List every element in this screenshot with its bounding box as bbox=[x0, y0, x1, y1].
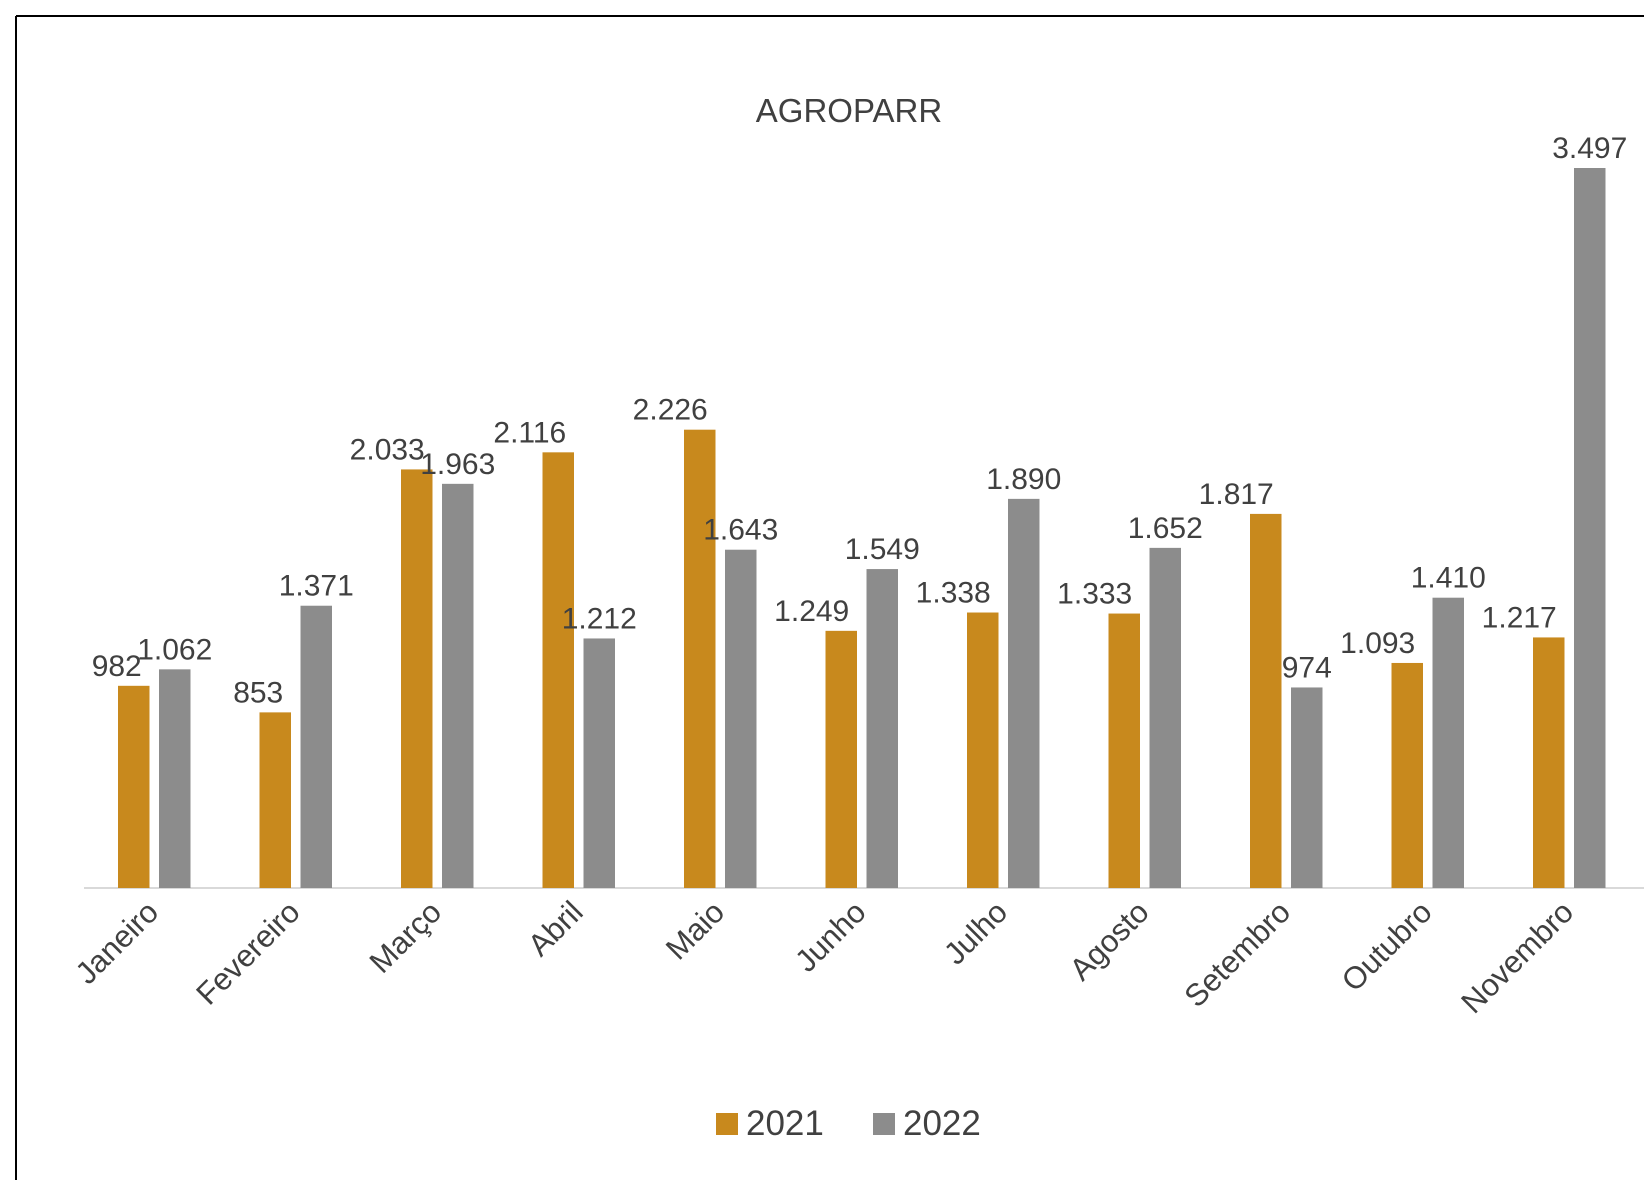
bar bbox=[1574, 168, 1606, 888]
data-label: 1.062 bbox=[137, 633, 212, 666]
x-tick-label: Junho bbox=[788, 894, 872, 978]
bar bbox=[1008, 498, 1040, 888]
x-tick-label: Fevereiro bbox=[189, 894, 306, 1011]
bar bbox=[967, 612, 999, 888]
data-label: 1.333 bbox=[1057, 578, 1132, 611]
data-label: 1.212 bbox=[562, 602, 637, 635]
x-tick-label: Março bbox=[363, 894, 449, 980]
bar bbox=[1149, 547, 1181, 888]
bar bbox=[1108, 613, 1140, 888]
data-label: 1.338 bbox=[916, 577, 991, 610]
x-tick-label: Outubro bbox=[1335, 894, 1439, 998]
x-tick-label: Janeiro bbox=[69, 894, 166, 991]
bar bbox=[583, 638, 615, 888]
data-label: 982 bbox=[92, 650, 142, 683]
bar bbox=[1432, 597, 1464, 888]
legend-swatch bbox=[716, 1113, 738, 1135]
bar bbox=[1291, 687, 1323, 888]
bar bbox=[118, 685, 150, 888]
x-tick-label: Abril bbox=[521, 894, 590, 963]
x-tick-label: Agosto bbox=[1063, 894, 1156, 987]
x-tick-label: Novembro bbox=[1454, 894, 1580, 1020]
x-tick-label: Julho bbox=[937, 894, 1014, 971]
data-label: 853 bbox=[233, 676, 283, 709]
bar bbox=[866, 569, 898, 888]
bar bbox=[825, 630, 857, 888]
bar bbox=[401, 469, 433, 888]
data-label: 2.116 bbox=[493, 416, 566, 449]
bar bbox=[542, 452, 574, 888]
bar bbox=[300, 605, 332, 888]
data-label: 2.226 bbox=[633, 394, 708, 427]
data-label: 1.371 bbox=[279, 570, 354, 603]
legend-label: 2022 bbox=[903, 1104, 981, 1143]
data-label: 1.643 bbox=[703, 514, 778, 547]
bar bbox=[1533, 637, 1565, 888]
data-label: 1.410 bbox=[1411, 562, 1486, 595]
bar bbox=[684, 429, 716, 888]
data-label: 1.963 bbox=[420, 448, 495, 481]
x-tick-label: Setembro bbox=[1177, 894, 1297, 1014]
data-label: 974 bbox=[1282, 651, 1332, 684]
bar bbox=[259, 712, 291, 888]
data-label: 1.249 bbox=[774, 595, 849, 628]
data-label: 1.549 bbox=[845, 533, 920, 566]
legend-swatch bbox=[873, 1113, 895, 1135]
bar bbox=[1250, 513, 1282, 888]
data-label: 1.817 bbox=[1199, 478, 1274, 511]
data-label: 1.217 bbox=[1482, 601, 1557, 634]
x-tick-label: Maio bbox=[659, 894, 731, 966]
data-label: 1.890 bbox=[986, 463, 1061, 496]
bar bbox=[442, 483, 474, 888]
bar bbox=[159, 669, 191, 888]
legend-label: 2021 bbox=[746, 1104, 824, 1143]
bar bbox=[1391, 662, 1423, 888]
chart-title: AGROPARR bbox=[756, 92, 942, 129]
bar bbox=[725, 549, 757, 888]
data-label: 1.652 bbox=[1128, 512, 1203, 545]
data-label: 1.093 bbox=[1340, 627, 1415, 660]
data-label: 3.497 bbox=[1552, 132, 1627, 165]
data-label: 2.033 bbox=[350, 433, 425, 466]
